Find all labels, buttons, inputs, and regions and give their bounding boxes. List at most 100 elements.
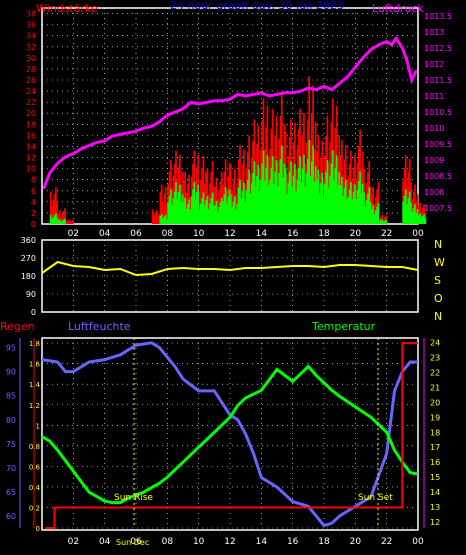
pressure-tick-label: 1009 [424,156,444,165]
wind-speed-bar [286,194,288,224]
wind-speed-bar [199,203,202,224]
wind-speed-bar [357,180,360,224]
wind-speed-bar [359,171,361,224]
wind-tick-label: 12 [26,154,36,163]
wind-speed-bar [211,192,214,224]
wind-speed-bar [190,196,193,224]
wind-speed-bar [241,190,244,224]
wind-speed-bar [312,145,314,224]
wind-speed-bar [346,198,348,224]
wind-gust-bar [155,210,158,224]
wind-speed-bar [193,182,196,224]
direction-panel-grid [42,239,419,313]
wind-tick-label: 24 [26,87,36,96]
wind-speed-bar [418,215,420,224]
wind-speed-bar [318,193,321,224]
wind-speed-bar [240,198,243,224]
wind-speed-bar [367,193,369,224]
wind-speed-bar [273,183,275,224]
wind-speed-bar [316,179,318,224]
rain-tick-label: 0 [36,525,40,533]
wind-speed-bar [284,168,287,224]
compass-letter: O [434,292,443,305]
wind-speed-bar [371,209,373,224]
wind-speed-bar [331,150,334,224]
wind-speed-bar [411,211,414,224]
wind-tick-label: 4 [31,198,36,207]
wind-speed-bar [300,182,303,224]
wind-speed-bar [355,199,358,224]
wind-axis-label: Windstärke [36,2,98,15]
wind-speed-bar [297,167,300,224]
hour-tick-label: 12 [224,537,235,547]
wind-speed-bar [173,191,176,224]
temperature-tick-label: 20 [430,398,440,407]
temperature-tick-label: 21 [430,383,440,392]
wind-speed-bar [163,216,166,224]
direction-tick-label: 0 [31,308,36,317]
wind-speed-bar [308,140,311,224]
wind-speed-bar [179,184,181,224]
rain-tick-label: 1 [36,422,40,430]
wind-speed-bar [290,161,292,224]
temperature-tick-label: 23 [430,353,440,362]
wind-speed-bar [404,189,407,224]
sun-dec-label: Sun Dec [116,538,149,547]
direction-tick-label: 180 [21,272,36,281]
wind-gust-bar [199,179,202,224]
temperature-tick-label: 13 [430,503,440,512]
wind-speed-bar [177,191,180,224]
wind-speed-bar [301,168,304,224]
wind-speed-bar [166,219,168,224]
rain-axis-label: Regen [0,320,35,333]
wind-speed-bar [62,219,65,224]
wind-gust-bar [52,200,55,224]
wind-speed-bar [280,145,283,224]
wind-speed-bar [252,173,254,224]
wind-speed-bar [385,219,388,224]
wind-speed-bar [410,203,412,224]
wind-speed-bar [321,173,324,224]
humidity-line [41,341,418,528]
wind-speed-bar [265,167,267,224]
rain-tick-label: 1.4 [29,381,41,389]
wind-speed-bar [295,191,297,224]
wind-gust-bar [162,201,164,224]
wind-speed-bar [232,201,235,224]
temperature-tick-label: 19 [430,413,440,422]
wind-speed-bar [325,171,328,224]
wind-gust-bar [207,194,210,224]
wind-gust-bar [216,199,219,224]
wind-speed-bar [415,212,418,224]
wind-tick-label: 36 [26,21,36,30]
humidity-tick-label: 70 [6,464,16,473]
rain-line [45,342,418,529]
wind-speed-bar [172,198,175,224]
compass-letter: N [434,310,442,323]
wind-gust-bar [61,213,64,224]
wind-speed-bar [183,202,185,224]
wind-tick-label: 28 [26,65,36,74]
wind-speed-bar [419,213,422,224]
wind-speed-bar [337,184,339,224]
hour-tick-label: 02 [68,229,79,239]
wind-direction-line [41,260,419,277]
wind-tick-label: 2 [31,209,36,218]
wind-speed-bar [267,184,270,224]
wind-speed-bar [186,203,189,224]
wind-speed-bar [209,203,211,224]
wind-speed-bar [279,159,282,224]
wind-speed-bar [64,218,66,224]
humidity-axis-label: Luftfeuchte [68,320,131,333]
wind-gust-bar [49,191,52,224]
wind-tick-label: 8 [31,176,36,185]
wind-tick-label: 20 [26,109,36,118]
wind-speed-bar [369,202,372,224]
pressure-tick-label: 1013 [424,28,444,37]
wind-gust-bar [55,187,57,224]
wind-speed-bar [296,179,299,224]
wind-speed-bar [226,204,228,224]
wind-speed-bar [361,183,364,224]
temperature-tick-label: 17 [430,443,440,452]
wind-gust-bar [201,167,203,224]
